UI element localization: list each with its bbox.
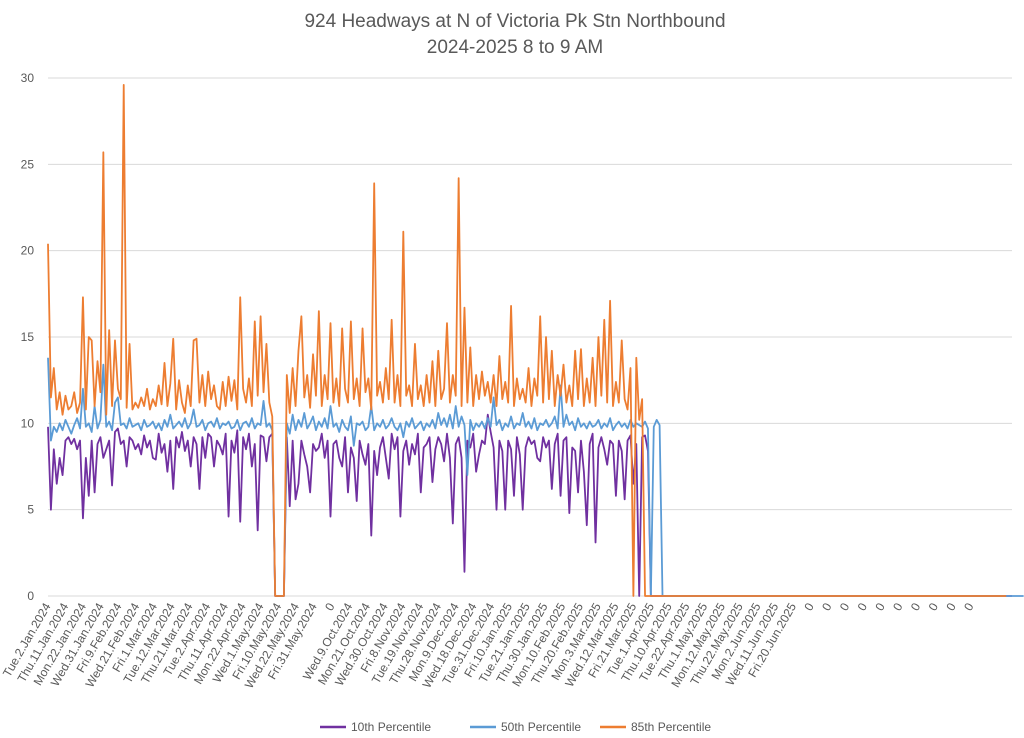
x-tick-label: 0 [837, 600, 853, 613]
chart-subtitle: 2024-2025 8 to 9 AM [427, 37, 603, 58]
y-tick-label: 15 [21, 330, 35, 344]
chart-legend: 10th Percentile 50th Percentile 85th Per… [320, 720, 711, 734]
x-axis-tick-labels: Tue.2.Jan.2024Thu.11.Jan.2024Mon.22.Jan.… [0, 600, 977, 691]
y-gridlines [48, 77, 1012, 597]
legend-label-85th: 85th Percentile [631, 720, 711, 734]
series-line-0 [47, 413, 1012, 597]
chart-title: 924 Headways at N of Victoria Pk Stn Nor… [304, 11, 725, 32]
x-tick-label: 0 [943, 600, 959, 613]
x-tick-label: 0 [819, 600, 835, 613]
y-tick-label: 20 [21, 244, 35, 258]
legend-label-50th: 50th Percentile [501, 720, 581, 734]
x-tick-label: 0 [961, 600, 977, 613]
y-tick-label: 10 [21, 416, 35, 430]
series-lines [47, 84, 1024, 597]
series-line-2 [47, 84, 1007, 597]
x-tick-label: 0 [322, 600, 338, 613]
y-tick-label: 0 [27, 589, 34, 603]
x-tick-label: 0 [926, 600, 942, 613]
x-tick-label: 0 [872, 600, 888, 613]
series-line-1 [47, 357, 1024, 597]
legend-label-10th: 10th Percentile [351, 720, 431, 734]
x-tick-label: 0 [890, 600, 906, 613]
x-tick-label: 0 [801, 600, 817, 613]
x-tick-label: 0 [908, 600, 924, 613]
x-tick-label: 0 [855, 600, 871, 613]
y-tick-label: 30 [21, 71, 35, 85]
y-axis-tick-labels: 0 5 10 15 20 25 30 [21, 71, 35, 603]
y-tick-label: 25 [21, 157, 35, 171]
y-tick-label: 5 [27, 503, 34, 517]
